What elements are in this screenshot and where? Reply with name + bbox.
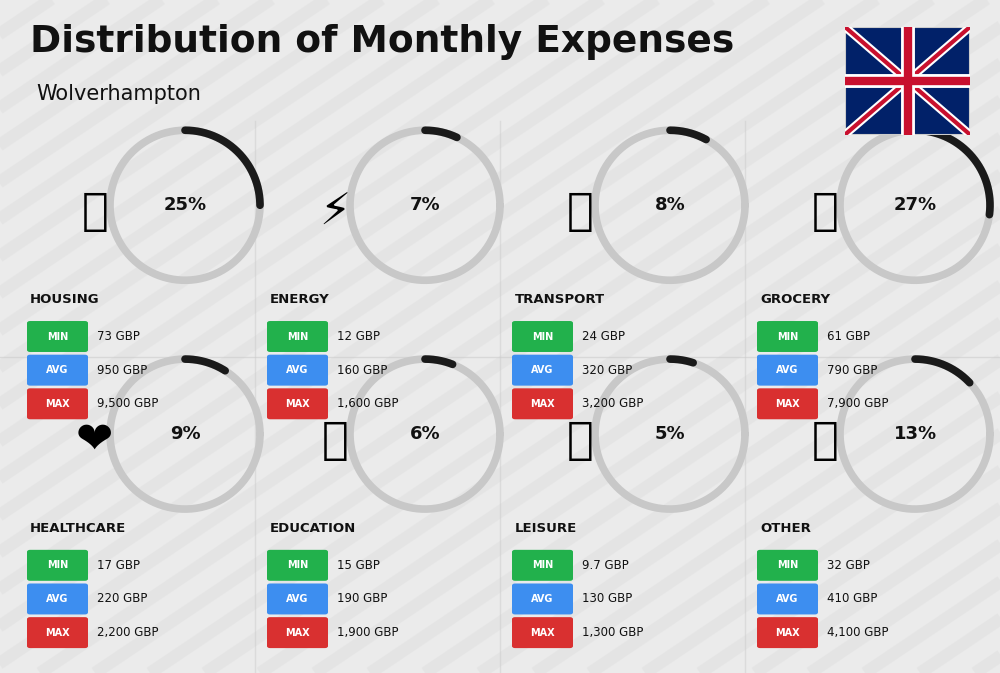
Text: MIN: MIN <box>287 561 308 570</box>
Text: 190 GBP: 190 GBP <box>337 592 387 606</box>
Text: AVG: AVG <box>46 365 69 375</box>
Text: 🛒: 🛒 <box>812 190 838 234</box>
Text: AVG: AVG <box>776 365 799 375</box>
Text: MAX: MAX <box>530 399 555 409</box>
Text: 320 GBP: 320 GBP <box>582 363 632 377</box>
Text: 61 GBP: 61 GBP <box>827 330 870 343</box>
FancyBboxPatch shape <box>27 583 88 614</box>
Text: EDUCATION: EDUCATION <box>270 522 356 534</box>
Text: MIN: MIN <box>532 561 553 570</box>
Text: 410 GBP: 410 GBP <box>827 592 877 606</box>
Text: 130 GBP: 130 GBP <box>582 592 632 606</box>
FancyBboxPatch shape <box>267 583 328 614</box>
Text: 🚌: 🚌 <box>567 190 593 234</box>
Text: 15 GBP: 15 GBP <box>337 559 380 572</box>
Text: AVG: AVG <box>531 365 554 375</box>
FancyBboxPatch shape <box>27 355 88 386</box>
Text: 73 GBP: 73 GBP <box>97 330 140 343</box>
Text: 3,200 GBP: 3,200 GBP <box>582 397 643 411</box>
FancyBboxPatch shape <box>267 617 328 648</box>
Text: Wolverhampton: Wolverhampton <box>36 84 201 104</box>
FancyBboxPatch shape <box>267 550 328 581</box>
Text: ❤️: ❤️ <box>76 419 114 462</box>
Text: OTHER: OTHER <box>760 522 811 534</box>
Text: MAX: MAX <box>285 399 310 409</box>
Text: 8%: 8% <box>655 197 685 214</box>
Text: 🏢: 🏢 <box>82 190 108 234</box>
Text: TRANSPORT: TRANSPORT <box>515 293 605 306</box>
Text: 25%: 25% <box>163 197 207 214</box>
Text: 6%: 6% <box>410 425 440 443</box>
Text: HOUSING: HOUSING <box>30 293 100 306</box>
Text: 160 GBP: 160 GBP <box>337 363 387 377</box>
Text: MIN: MIN <box>287 332 308 341</box>
Text: MAX: MAX <box>775 399 800 409</box>
FancyBboxPatch shape <box>757 617 818 648</box>
Text: 220 GBP: 220 GBP <box>97 592 147 606</box>
Text: 27%: 27% <box>893 197 937 214</box>
Text: MIN: MIN <box>47 332 68 341</box>
Text: ⚡: ⚡ <box>319 190 351 234</box>
Text: 1,900 GBP: 1,900 GBP <box>337 626 398 639</box>
FancyBboxPatch shape <box>267 321 328 352</box>
Text: AVG: AVG <box>286 594 309 604</box>
FancyBboxPatch shape <box>757 583 818 614</box>
Text: 🛍️: 🛍️ <box>567 419 593 462</box>
Text: 🎓: 🎓 <box>322 419 348 462</box>
Text: 👜: 👜 <box>812 419 838 462</box>
Text: Distribution of Monthly Expenses: Distribution of Monthly Expenses <box>30 24 734 59</box>
FancyBboxPatch shape <box>845 27 970 135</box>
FancyBboxPatch shape <box>512 550 573 581</box>
Text: 1,600 GBP: 1,600 GBP <box>337 397 398 411</box>
Text: 7%: 7% <box>410 197 440 214</box>
Text: 13%: 13% <box>893 425 937 443</box>
Text: MIN: MIN <box>777 332 798 341</box>
Text: MAX: MAX <box>45 628 70 637</box>
Text: AVG: AVG <box>286 365 309 375</box>
FancyBboxPatch shape <box>267 355 328 386</box>
Text: MAX: MAX <box>45 399 70 409</box>
Text: 2,200 GBP: 2,200 GBP <box>97 626 158 639</box>
Text: MAX: MAX <box>285 628 310 637</box>
Text: 9%: 9% <box>170 425 200 443</box>
FancyBboxPatch shape <box>27 388 88 419</box>
Text: HEALTHCARE: HEALTHCARE <box>30 522 126 534</box>
Text: 24 GBP: 24 GBP <box>582 330 625 343</box>
Text: 790 GBP: 790 GBP <box>827 363 877 377</box>
FancyBboxPatch shape <box>27 321 88 352</box>
FancyBboxPatch shape <box>512 388 573 419</box>
Text: 5%: 5% <box>655 425 685 443</box>
Text: MAX: MAX <box>530 628 555 637</box>
FancyBboxPatch shape <box>27 550 88 581</box>
FancyBboxPatch shape <box>757 355 818 386</box>
FancyBboxPatch shape <box>27 617 88 648</box>
Text: 4,100 GBP: 4,100 GBP <box>827 626 889 639</box>
Text: AVG: AVG <box>531 594 554 604</box>
Text: MIN: MIN <box>532 332 553 341</box>
Text: 9.7 GBP: 9.7 GBP <box>582 559 629 572</box>
Text: GROCERY: GROCERY <box>760 293 830 306</box>
Text: 32 GBP: 32 GBP <box>827 559 870 572</box>
Text: MAX: MAX <box>775 628 800 637</box>
FancyBboxPatch shape <box>267 388 328 419</box>
Text: MIN: MIN <box>777 561 798 570</box>
FancyBboxPatch shape <box>512 583 573 614</box>
Text: 7,900 GBP: 7,900 GBP <box>827 397 889 411</box>
Text: AVG: AVG <box>46 594 69 604</box>
FancyBboxPatch shape <box>757 550 818 581</box>
Text: 17 GBP: 17 GBP <box>97 559 140 572</box>
Text: ENERGY: ENERGY <box>270 293 330 306</box>
FancyBboxPatch shape <box>512 617 573 648</box>
FancyBboxPatch shape <box>512 321 573 352</box>
Text: 9,500 GBP: 9,500 GBP <box>97 397 158 411</box>
Text: AVG: AVG <box>776 594 799 604</box>
FancyBboxPatch shape <box>757 321 818 352</box>
Text: 1,300 GBP: 1,300 GBP <box>582 626 643 639</box>
FancyBboxPatch shape <box>757 388 818 419</box>
Text: LEISURE: LEISURE <box>515 522 577 534</box>
Text: 950 GBP: 950 GBP <box>97 363 147 377</box>
Text: 12 GBP: 12 GBP <box>337 330 380 343</box>
FancyBboxPatch shape <box>512 355 573 386</box>
Text: MIN: MIN <box>47 561 68 570</box>
